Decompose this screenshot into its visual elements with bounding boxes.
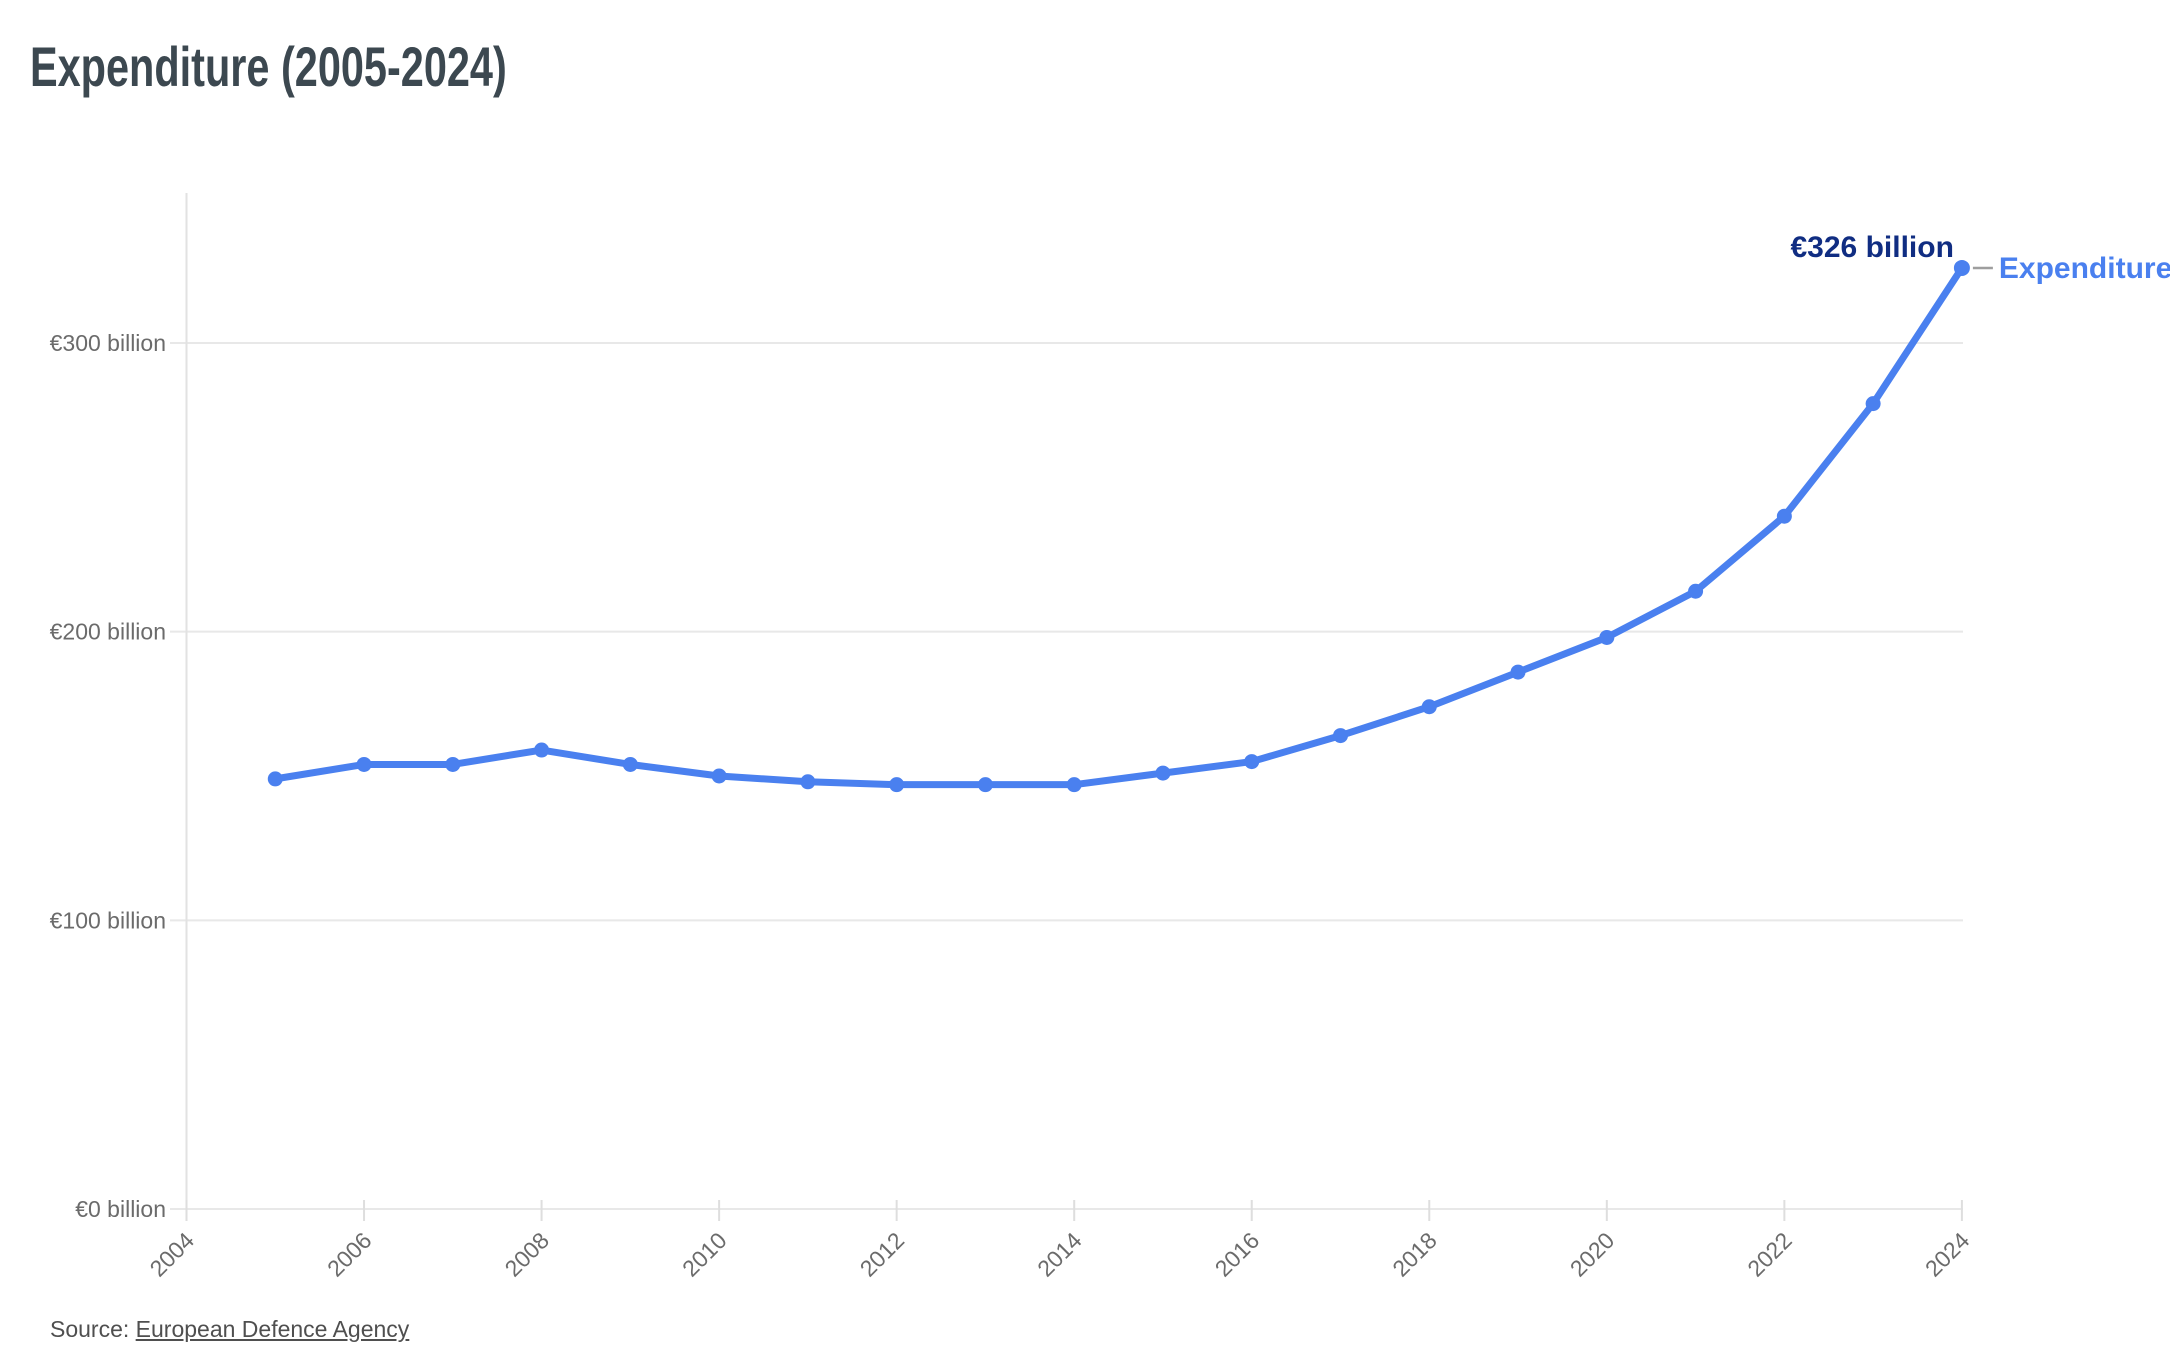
x-tick-label: 2004: [144, 1227, 199, 1282]
data-point-marker-2022[interactable]: [1776, 508, 1792, 524]
source-link[interactable]: European Defence Agency: [135, 1316, 410, 1342]
data-point-marker-2014[interactable]: [1066, 777, 1082, 793]
data-point-marker-2021[interactable]: [1688, 583, 1704, 599]
data-point-marker-2007[interactable]: [445, 756, 461, 772]
data-point-marker-2016[interactable]: [1244, 754, 1260, 770]
x-tick-label: 2014: [1032, 1227, 1087, 1282]
data-point-marker-2005[interactable]: [267, 771, 283, 787]
source-note: Source: European Defence Agency: [50, 1316, 409, 1343]
chart-title: Expenditure (2005-2024): [30, 35, 507, 98]
x-tick-label: 2008: [500, 1227, 555, 1282]
data-point-marker-2010[interactable]: [711, 768, 727, 784]
x-tick-label: 2006: [322, 1227, 377, 1282]
data-point-marker-2018[interactable]: [1421, 699, 1437, 715]
x-tick-label: 2012: [855, 1227, 910, 1282]
data-point-marker-2013[interactable]: [977, 777, 993, 793]
data-point-marker-2024[interactable]: [1953, 259, 1970, 276]
data-point-marker-2008[interactable]: [534, 742, 550, 758]
x-tick-label: 2018: [1387, 1227, 1442, 1282]
source-prefix-label: Source:: [50, 1316, 136, 1342]
series-label: Expenditure: [1999, 252, 2170, 285]
end-value-label: €326 billion: [1791, 231, 1954, 264]
y-tick-label: €0 billion: [75, 1196, 166, 1222]
data-point-marker-2012[interactable]: [889, 777, 905, 793]
x-tick-label: 2022: [1742, 1227, 1797, 1282]
expenditure-line: [271, 264, 1966, 789]
data-point-marker-2023[interactable]: [1865, 396, 1881, 412]
data-point-marker-2009[interactable]: [622, 756, 638, 772]
x-tick-label: 2020: [1565, 1227, 1620, 1282]
y-tick-label: €300 billion: [50, 330, 166, 356]
data-point-marker-2019[interactable]: [1510, 664, 1526, 680]
x-tick-label: 2010: [677, 1227, 732, 1282]
data-point-marker-2011[interactable]: [800, 774, 816, 790]
x-tick-label: 2016: [1210, 1227, 1265, 1282]
data-point-marker-2006[interactable]: [356, 756, 372, 772]
y-tick-label: €200 billion: [50, 619, 166, 645]
data-point-marker-2015[interactable]: [1155, 765, 1171, 781]
y-tick-label: €100 billion: [50, 907, 166, 933]
x-tick-label: 2024: [1920, 1227, 1975, 1282]
data-point-marker-2020[interactable]: [1599, 629, 1615, 645]
data-point-marker-2017[interactable]: [1333, 728, 1349, 744]
